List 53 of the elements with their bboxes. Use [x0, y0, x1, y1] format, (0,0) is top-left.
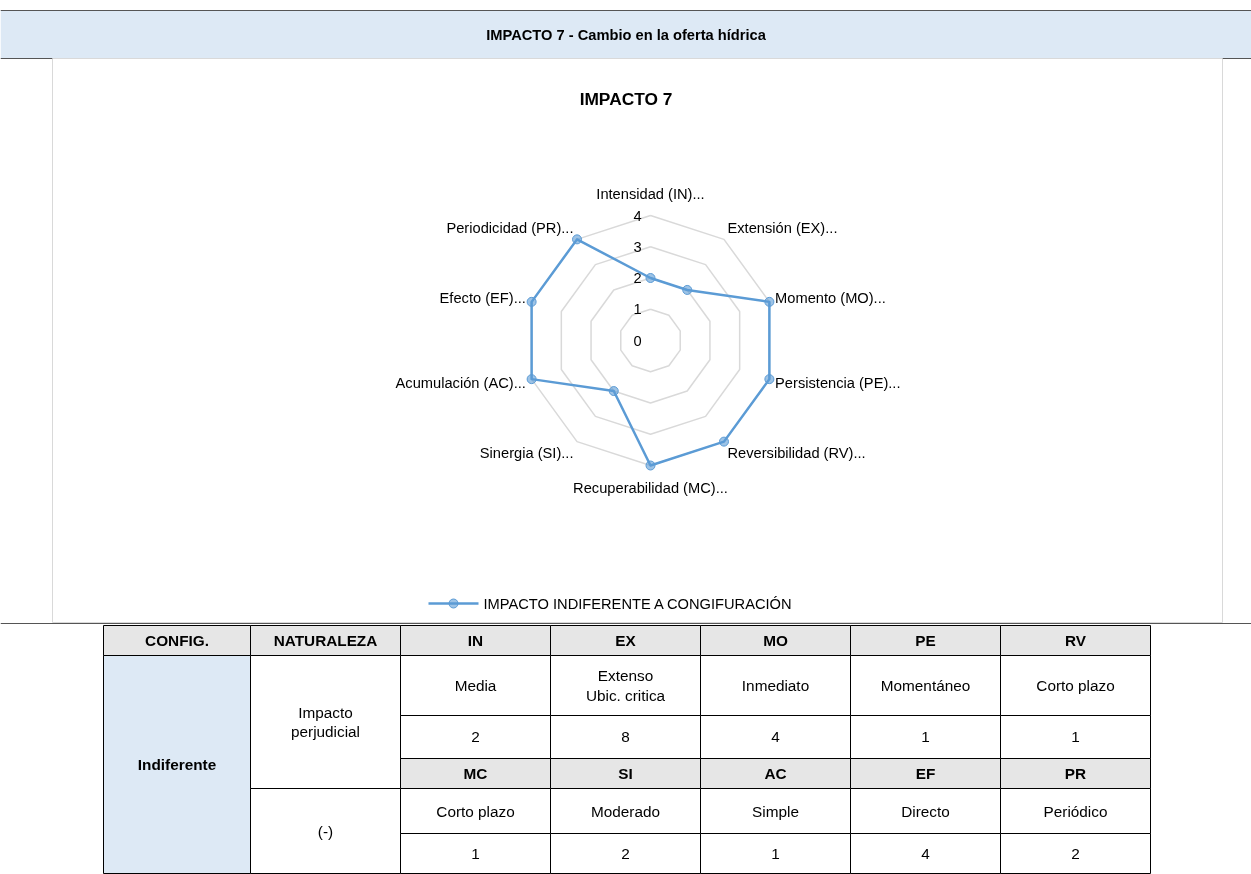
text: Impacto perjudicial [290, 703, 361, 741]
spoke-label: Intensidad (IN)... [596, 185, 705, 202]
text: MC [463, 765, 488, 782]
spoke-label: Acumulación (AC)... [395, 375, 526, 392]
text: 1 [771, 844, 780, 862]
y-tick-label: 1 [633, 301, 642, 318]
text: EX [615, 632, 637, 649]
text: 2 [471, 728, 480, 745]
text: EF [915, 765, 936, 782]
text: Inmediato [741, 677, 810, 694]
text: NATURALEZA [273, 632, 378, 649]
text: Periódico [1043, 802, 1108, 820]
text: Momentáneo [880, 677, 971, 694]
text: 4 [921, 844, 931, 862]
text: 4 [771, 728, 781, 745]
text: Moderado [590, 802, 661, 820]
text: (-) [317, 822, 334, 840]
text: Indiferente [137, 756, 217, 773]
spoke-label: Reversibilidad (RV)... [727, 444, 866, 461]
text: MO [763, 632, 788, 649]
chart-subtitle: IMPACTO 7 [579, 88, 673, 109]
text: Media [454, 677, 497, 694]
text: Simple [752, 802, 799, 820]
text: Directo [901, 802, 950, 820]
text: PE [915, 632, 936, 649]
legend-label: IMPACTO INDIFERENTE A CONGIFURACIÓN [483, 595, 792, 612]
spoke-label: Periodicidad (PR)... [446, 220, 574, 237]
y-tick-label: 2 [633, 270, 642, 286]
spoke-label: Recuperabilidad (MC)... [573, 479, 728, 496]
text: AC [764, 765, 787, 782]
text: 1 [471, 844, 480, 862]
y-tick-label: 0 [633, 332, 642, 349]
y-tick-label: 4 [633, 207, 642, 224]
spoke-label: Momento (MO)... [775, 289, 886, 306]
chart-title: IMPACTO 7 - Cambio en la oferta hídrica [486, 26, 767, 43]
text: PR [1064, 765, 1087, 782]
spoke-label: Extensión (EX)... [727, 220, 838, 237]
text: SI [618, 765, 633, 782]
text: 8 [621, 728, 630, 745]
spoke-label: Sinergia (SI)... [479, 444, 574, 461]
spoke-label: Persistencia (PE)... [775, 375, 901, 392]
text: Corto plazo [1036, 677, 1115, 694]
text: RV [1064, 632, 1087, 649]
text: Extenso Ubic. critica [585, 667, 666, 704]
y-tick-label: 3 [633, 238, 642, 255]
spoke-label: Efecto (EF)... [439, 289, 526, 306]
text: 2 [621, 844, 630, 862]
text: IN [467, 632, 484, 649]
text: 2 [1071, 844, 1080, 862]
text: 1 [1071, 728, 1080, 745]
text: Corto plazo [436, 802, 515, 820]
text: CONFIG. [145, 632, 209, 649]
text: 1 [921, 728, 930, 745]
